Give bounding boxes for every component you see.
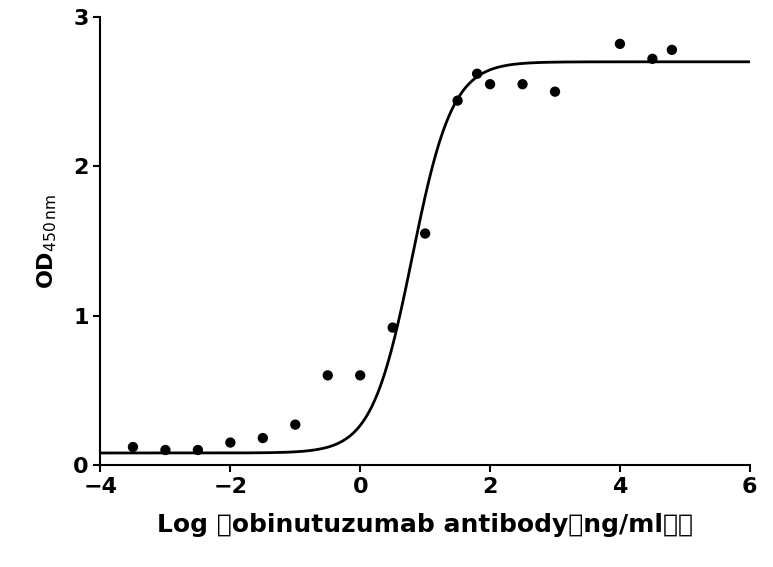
Point — [224, 438, 237, 447]
Point — [666, 45, 678, 54]
Point — [484, 80, 496, 89]
Point — [257, 434, 269, 443]
Point — [159, 446, 172, 455]
Point — [386, 323, 399, 332]
Point — [516, 80, 529, 89]
Point — [419, 229, 431, 238]
Point — [354, 371, 366, 380]
Point — [322, 371, 334, 380]
X-axis label: Log （obinutuzumab antibody（ng/ml））: Log （obinutuzumab antibody（ng/ml）） — [157, 513, 693, 538]
Point — [451, 96, 464, 105]
Point — [192, 446, 204, 455]
Point — [289, 420, 301, 429]
Y-axis label: OD$_{450\,\mathrm{nm}}$: OD$_{450\,\mathrm{nm}}$ — [36, 193, 60, 289]
Point — [127, 442, 139, 451]
Point — [471, 69, 483, 78]
Point — [646, 54, 659, 64]
Point — [614, 39, 626, 48]
Point — [549, 87, 561, 96]
